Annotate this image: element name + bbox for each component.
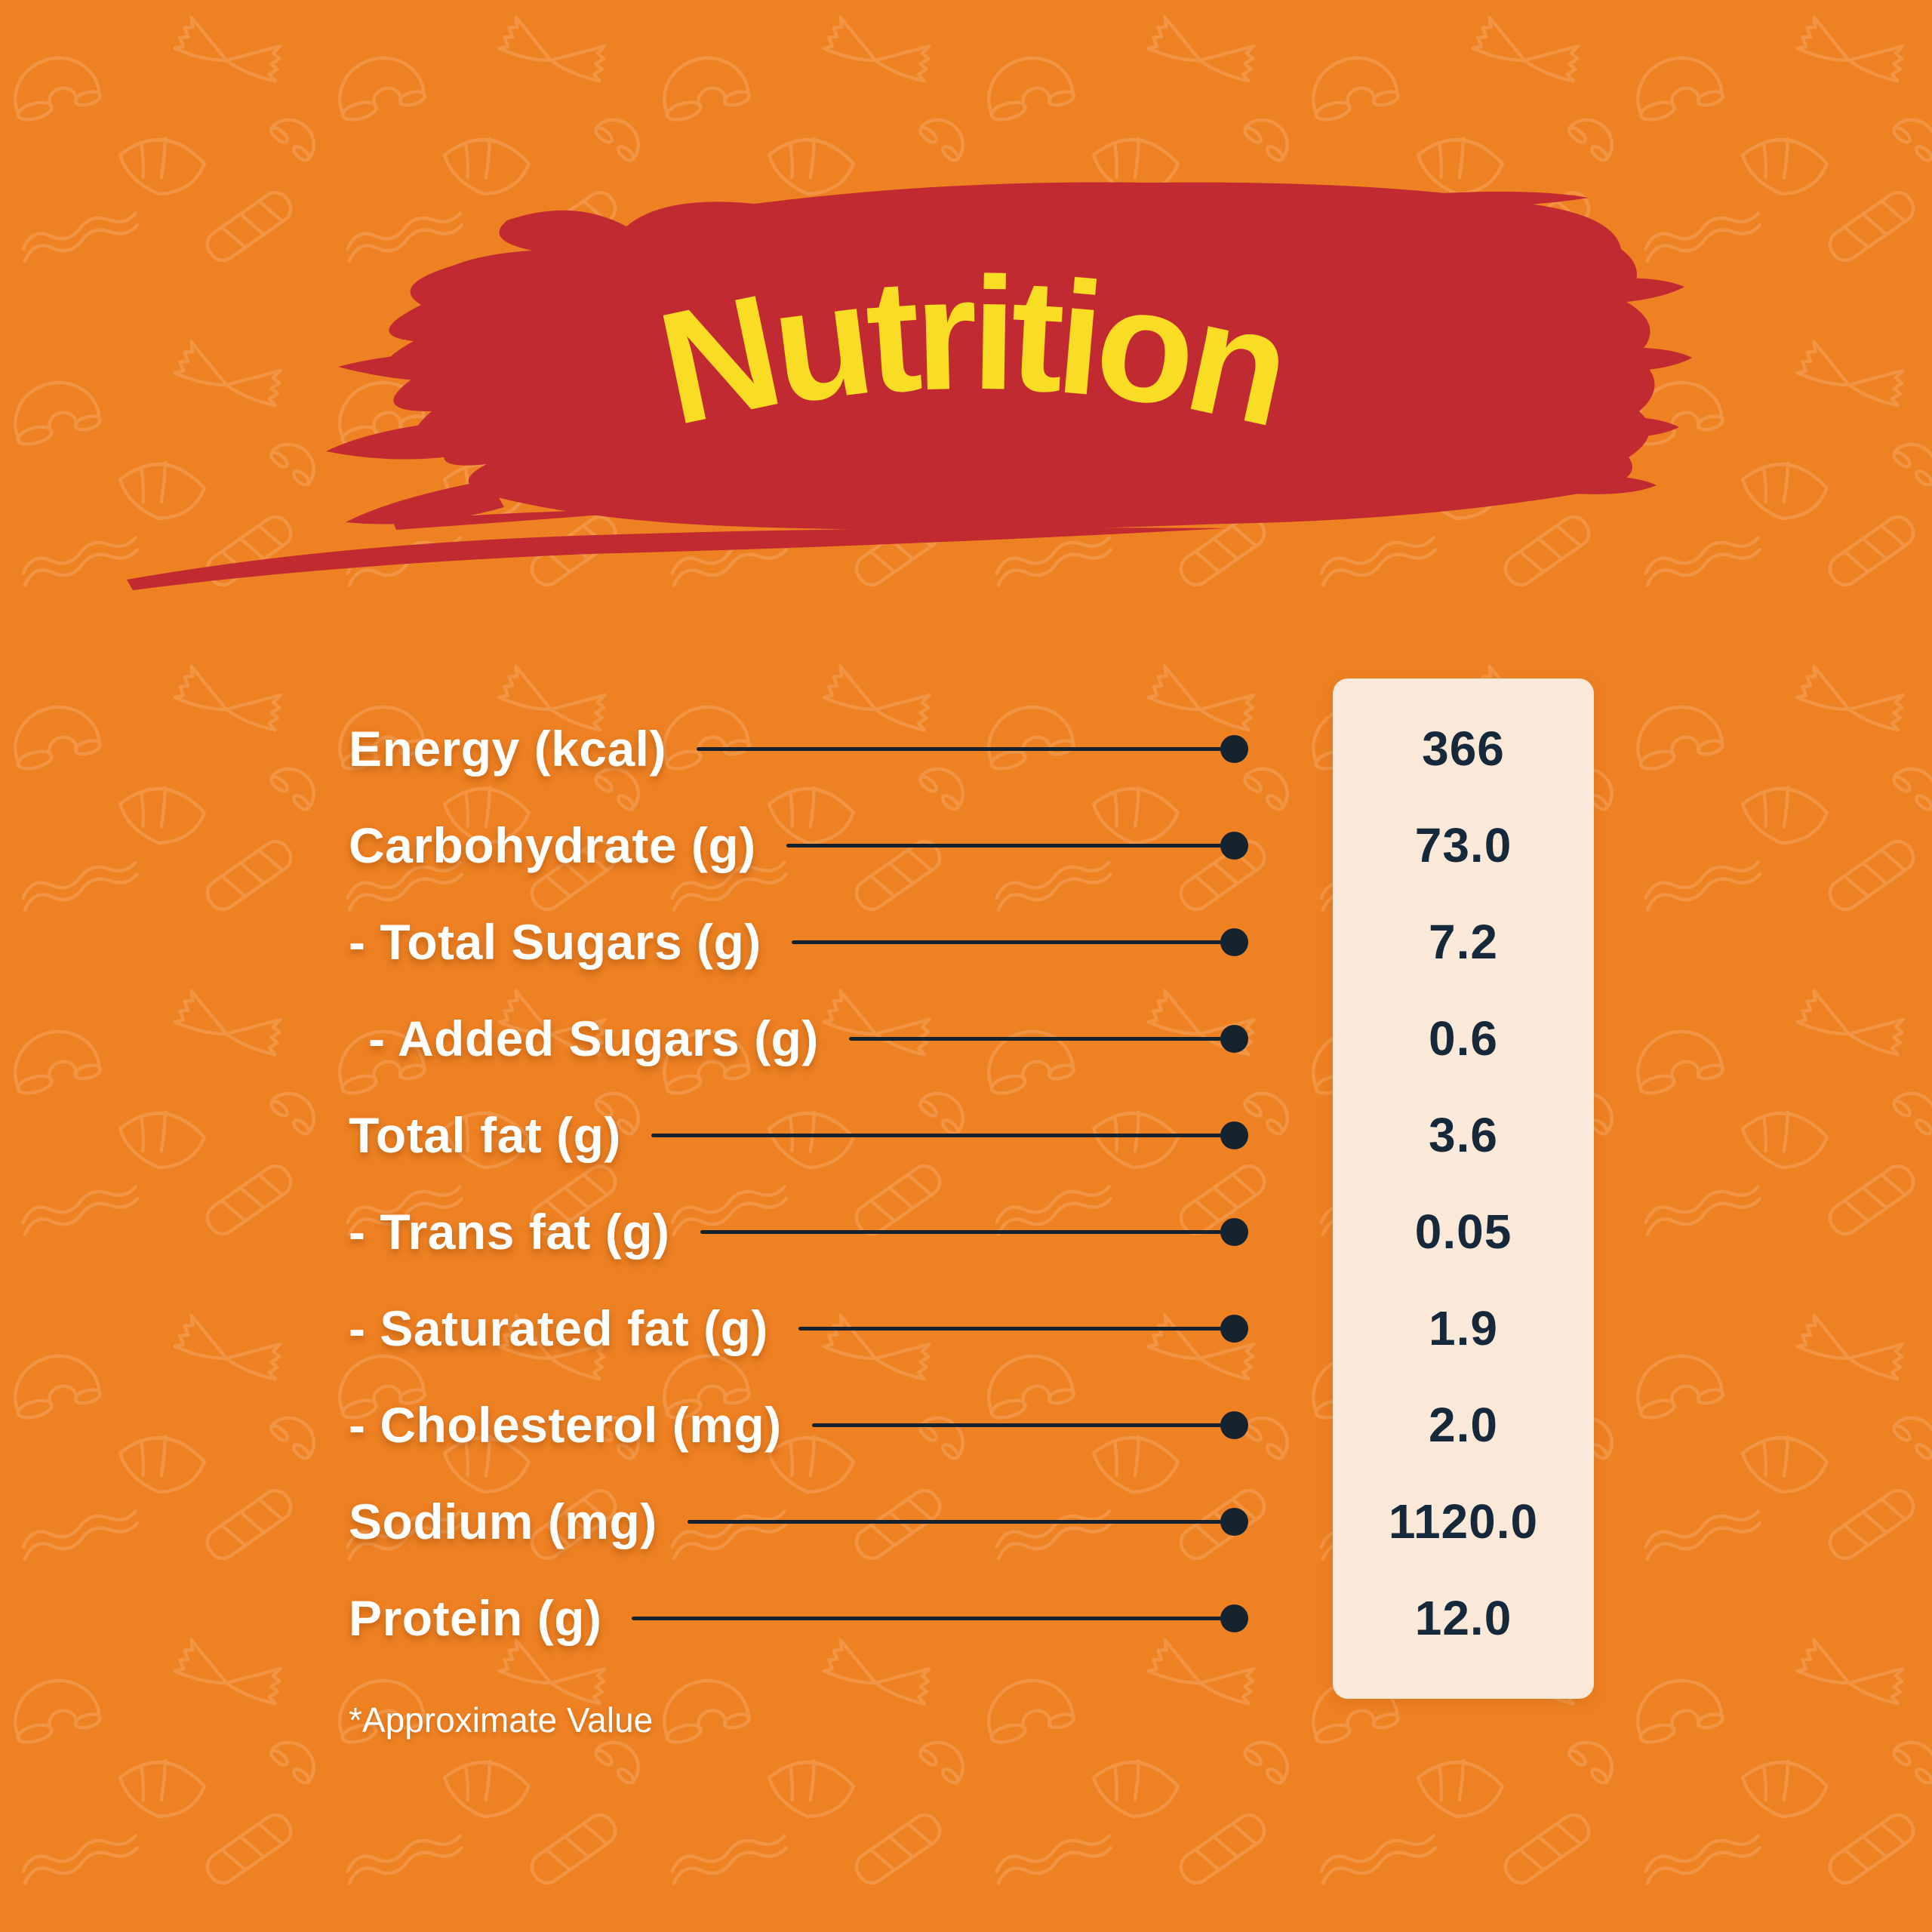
leader-line (791, 940, 1222, 944)
values-panel: 366 73.0 7.2 0.6 3.6 0.05 1.9 2.0 1120.0… (1333, 678, 1594, 1699)
value-cell-added-sugars: 0.6 (1429, 1011, 1498, 1066)
leader-dot (1220, 1314, 1248, 1343)
leader-dot (1220, 1121, 1248, 1149)
nutrient-label: Sodium (mg) (349, 1494, 657, 1549)
leader-dot (1220, 1024, 1248, 1053)
nutrient-label: - Cholesterol (mg) (349, 1397, 782, 1453)
leader-line (651, 1133, 1222, 1137)
brush-stroke-shape (127, 182, 1692, 590)
leader-line (632, 1616, 1222, 1620)
nutrient-row-trans-fat: - Trans fat (g) (349, 1183, 1248, 1280)
leader-dot (1220, 1604, 1248, 1632)
nutrient-label: - Trans fat (g) (349, 1204, 670, 1260)
value-cell-trans-fat: 0.05 (1414, 1204, 1512, 1259)
value-cell-energy: 366 (1422, 721, 1505, 776)
nutrient-label: - Saturated fat (g) (349, 1300, 768, 1356)
value-cell-carbohydrate: 73.0 (1414, 818, 1512, 872)
nutrient-row-cholesterol: - Cholesterol (mg) (349, 1377, 1248, 1473)
nutrient-row-saturated-fat: - Saturated fat (g) (349, 1280, 1248, 1377)
leader-dot (1220, 1217, 1248, 1246)
leader-line (798, 1326, 1222, 1331)
nutrient-label: Energy (kcal) (349, 721, 666, 777)
nutrient-label: - Added Sugars (g) (368, 1011, 819, 1066)
leader-dot (1220, 734, 1248, 763)
values-column: 366 73.0 7.2 0.6 3.6 0.05 1.9 2.0 1120.0… (1333, 678, 1594, 1666)
leader-dot (1220, 1507, 1248, 1536)
value-cell-saturated-fat: 1.9 (1429, 1301, 1498, 1355)
value-cell-total-fat: 3.6 (1429, 1108, 1498, 1162)
value-cell-protein: 12.0 (1414, 1591, 1512, 1645)
nutrient-label: Carbohydrate (g) (349, 817, 756, 873)
nutrient-row-energy: Energy (kcal) (349, 700, 1248, 797)
leader-dot (1220, 831, 1248, 860)
value-cell-sodium: 1120.0 (1388, 1494, 1539, 1549)
nutrient-row-added-sugars: - Added Sugars (g) (349, 990, 1248, 1087)
nutrient-row-total-fat: Total fat (g) (349, 1087, 1248, 1183)
nutrient-label: - Total Sugars (g) (349, 914, 761, 970)
leader-line (848, 1036, 1222, 1041)
leader-dot (1220, 1411, 1248, 1439)
leader-line (811, 1423, 1222, 1427)
leader-line (786, 843, 1222, 848)
leader-line (697, 746, 1222, 751)
nutrient-row-carbohydrate: Carbohydrate (g) (349, 797, 1248, 894)
nutrient-label: Protein (g) (349, 1590, 602, 1646)
leader-line (687, 1519, 1222, 1524)
footnote: *Approximate Value (349, 1700, 654, 1740)
nutrient-rows: Energy (kcal) Carbohydrate (g) - Total S… (349, 700, 1248, 1666)
leader-line (700, 1229, 1222, 1234)
value-cell-cholesterol: 2.0 (1429, 1398, 1498, 1452)
nutrient-row-sodium: Sodium (mg) (349, 1473, 1248, 1570)
nutrient-row-total-sugars: - Total Sugars (g) (349, 894, 1248, 990)
value-cell-total-sugars: 7.2 (1429, 915, 1498, 969)
nutrient-row-protein: Protein (g) (349, 1570, 1248, 1666)
nutrient-label: Total fat (g) (349, 1107, 621, 1163)
leader-dot (1220, 928, 1248, 956)
